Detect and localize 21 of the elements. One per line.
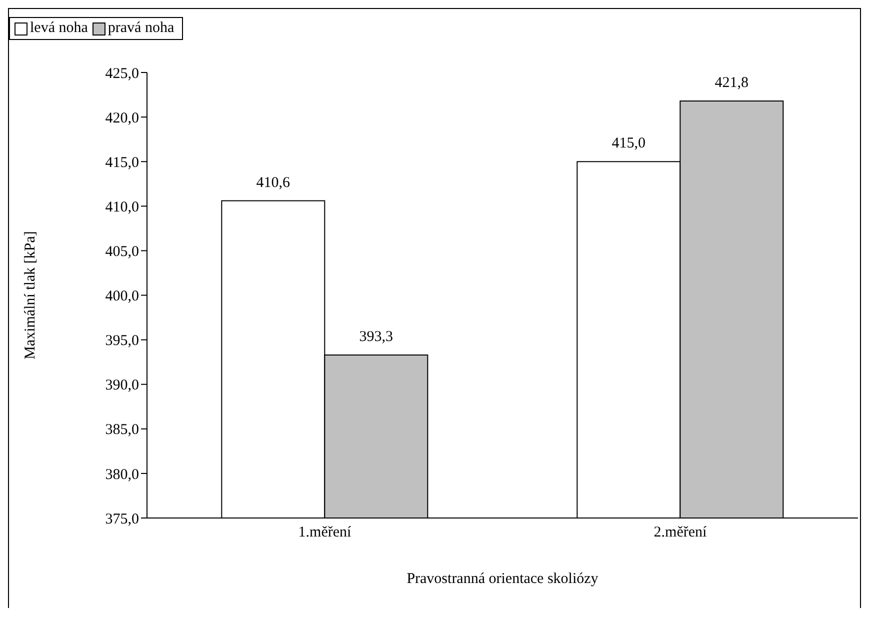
x-tick-label: 1.měření — [298, 524, 352, 541]
legend-label: levá noha — [29, 20, 88, 37]
y-tick-label: 420,0 — [105, 110, 139, 126]
y-tick-label: 415,0 — [105, 154, 139, 171]
y-tick-label: 410,0 — [105, 199, 139, 216]
y-tick-label: 375,0 — [105, 511, 139, 528]
x-axis-title: Pravostranná orientace skoliózy — [406, 571, 599, 587]
data-label: 421,8 — [714, 75, 749, 92]
y-axis-title: Maximální tlak [kPa] — [22, 231, 38, 360]
y-tick-label: 405,0 — [105, 244, 139, 260]
data-label: 410,6 — [256, 174, 291, 191]
y-tick-label: 425,0 — [105, 66, 139, 82]
y-tick-label: 385,0 — [105, 422, 139, 438]
legend-label: pravá noha — [106, 20, 174, 37]
data-label: 393,3 — [359, 328, 394, 345]
y-tick-label: 380,0 — [105, 466, 139, 483]
x-tick-label: 2.měření — [654, 524, 708, 541]
y-tick-label: 400,0 — [105, 288, 139, 305]
y-tick-label: 390,0 — [105, 378, 139, 394]
data-label: 415,0 — [612, 136, 646, 152]
y-tick-label: 395,0 — [105, 333, 139, 350]
